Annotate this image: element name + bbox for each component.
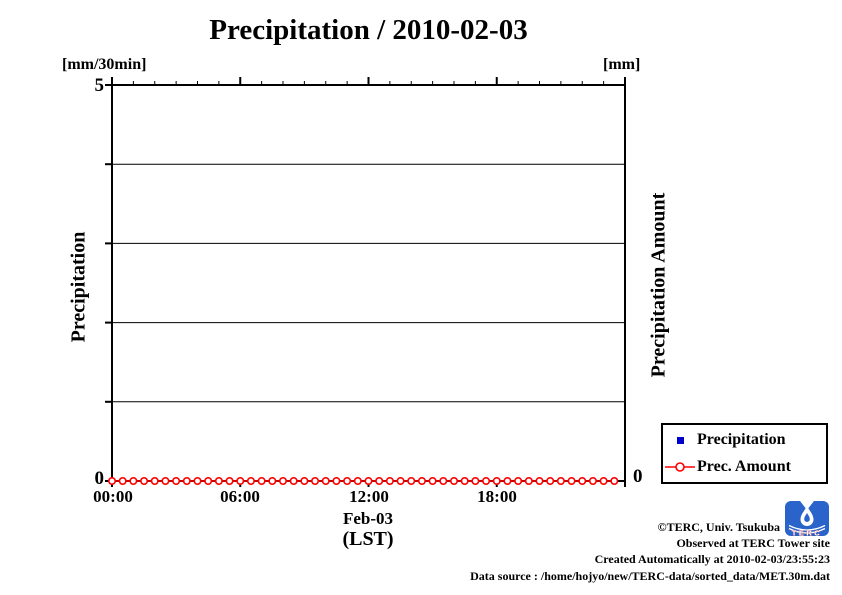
footer-observed-site: Observed at TERC Tower site — [676, 536, 830, 551]
footer-credits: ©TERC, Univ. Tsukuba Observed at TERC To… — [470, 519, 830, 584]
legend-item-prec-amount: Prec. Amount — [663, 457, 826, 475]
x-axis-timezone-label: (LST) — [342, 528, 394, 550]
legend-label-prec-amount: Prec. Amount — [697, 457, 791, 475]
left-axis-unit: [mm/30min] — [62, 56, 147, 73]
x-tick-label-1800: 18:00 — [477, 487, 517, 506]
x-axis-date-label: Feb-03 — [342, 509, 394, 528]
right-axis-unit: [mm] — [603, 56, 641, 73]
chart-title: Precipitation / 2010-02-03 — [209, 14, 528, 46]
x-tick-label-1200: 12:00 — [349, 487, 389, 506]
right-axis-title: Precipitation Amount — [647, 192, 670, 378]
legend-item-precipitation: Precipitation — [663, 432, 826, 448]
legend-label-precipitation: Precipitation — [697, 431, 786, 449]
blue-square-icon — [676, 436, 684, 444]
plot-area — [105, 77, 626, 487]
svg-text:TERC: TERC — [792, 529, 822, 538]
terc-logo-icon: TERC — [785, 501, 829, 538]
left-axis-max-tick: 5 — [94, 75, 105, 96]
footer-copyright: ©TERC, Univ. Tsukuba — [657, 520, 780, 534]
left-axis-min-tick: 0 — [94, 468, 105, 489]
x-tick-label-0600: 06:00 — [220, 487, 260, 506]
x-tick-label-0000: 00:00 — [93, 487, 133, 506]
footer-created-at: Created Automatically at 2010-02-03/23:5… — [594, 552, 830, 567]
right-axis-min-tick: 0 — [633, 466, 643, 487]
red-open-circle-icon — [665, 461, 695, 472]
legend: Precipitation Prec. Amount — [661, 423, 828, 484]
footer-data-source: Data source : /home/hojyo/new/TERC-data/… — [470, 568, 830, 583]
left-axis-title: Precipitation — [67, 231, 90, 343]
